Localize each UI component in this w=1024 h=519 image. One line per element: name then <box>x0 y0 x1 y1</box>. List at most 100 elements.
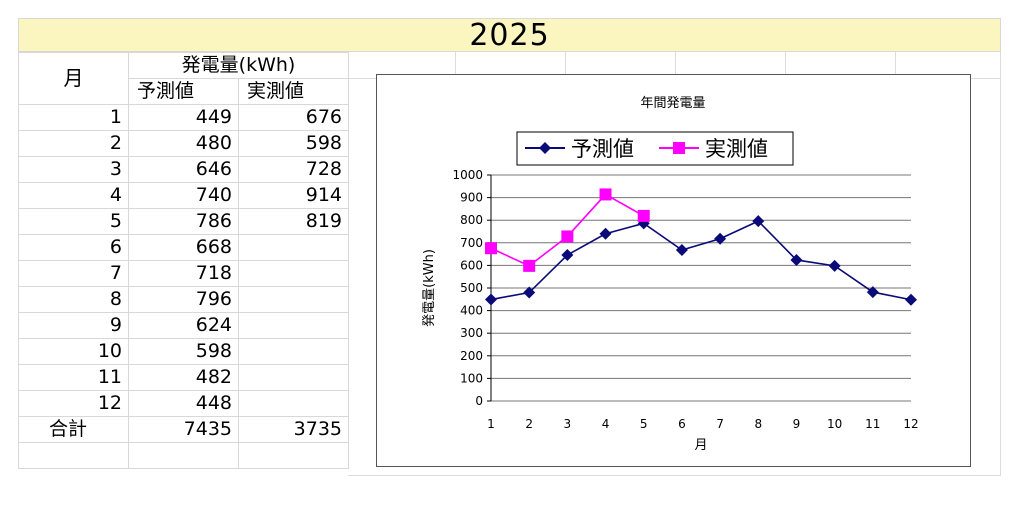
y-tick-label: 100 <box>460 371 483 385</box>
month-cell[interactable]: 3 <box>18 156 129 183</box>
x-tick-label: 3 <box>564 417 572 431</box>
predicted-cell[interactable]: 482 <box>128 364 239 391</box>
point-predicted[interactable] <box>905 293 917 306</box>
point-actual[interactable] <box>599 188 612 201</box>
table-row: 12 448 <box>18 390 349 417</box>
actual-cell[interactable] <box>238 286 349 313</box>
predicted-cell[interactable]: 668 <box>128 234 239 261</box>
month-cell[interactable]: 6 <box>18 234 129 261</box>
y-tick-label: 600 <box>460 258 483 272</box>
predicted-cell[interactable]: 796 <box>128 286 239 313</box>
point-predicted[interactable] <box>790 253 803 266</box>
predicted-cell[interactable]: 480 <box>128 130 239 157</box>
point-actual[interactable] <box>485 242 497 255</box>
point-predicted[interactable] <box>675 244 688 257</box>
legend-marker-actual <box>673 142 685 154</box>
predicted-cell[interactable]: 448 <box>128 390 239 417</box>
x-tick-label: 8 <box>754 417 762 431</box>
spreadsheet: 2025 月 発電量(kWh) 予測値 実測値 1 449 676 2 480 <box>18 18 1002 476</box>
month-cell[interactable]: 2 <box>18 130 129 157</box>
actual-cell[interactable] <box>238 260 349 287</box>
actual-cell[interactable] <box>238 312 349 339</box>
header-month[interactable]: 月 <box>18 52 129 105</box>
table-row: 8 796 <box>18 286 349 313</box>
month-cell[interactable]: 5 <box>18 208 129 235</box>
point-predicted[interactable] <box>714 232 727 245</box>
empty-cell[interactable] <box>238 442 349 469</box>
header-actual[interactable]: 実測値 <box>238 78 349 105</box>
generation-chart[interactable]: 年間発電量 予測値 実測値 0 100 200 300 400 500 600 700 800 9… <box>377 75 970 466</box>
actual-cell[interactable]: 819 <box>238 208 349 235</box>
chart-area[interactable]: 年間発電量 予測値 実測値 0 100 200 300 400 500 600 700 800 9… <box>376 74 971 467</box>
actual-cell[interactable] <box>238 390 349 417</box>
grid-line <box>895 52 896 78</box>
predicted-cell[interactable]: 646 <box>128 156 239 183</box>
point-predicted[interactable] <box>485 293 497 306</box>
actual-cell[interactable] <box>238 234 349 261</box>
y-tick-label: 300 <box>460 326 483 340</box>
point-actual[interactable] <box>637 209 650 222</box>
point-predicted[interactable] <box>828 259 841 272</box>
total-actual[interactable]: 3735 <box>238 416 349 443</box>
month-cell[interactable]: 4 <box>18 182 129 209</box>
table-row: 6 668 <box>18 234 349 261</box>
grid-line <box>455 52 456 78</box>
x-tick-label: 2 <box>525 417 533 431</box>
predicted-cell[interactable]: 718 <box>128 260 239 287</box>
actual-cell[interactable]: 598 <box>238 130 349 157</box>
actual-cell[interactable]: 676 <box>238 104 349 131</box>
month-cell[interactable]: 8 <box>18 286 129 313</box>
y-tick-label: 400 <box>460 304 483 318</box>
x-tick-label: 4 <box>602 417 610 431</box>
table-row: 7 718 <box>18 260 349 287</box>
point-actual[interactable] <box>523 259 536 272</box>
actual-cell[interactable]: 914 <box>238 182 349 209</box>
series-layer <box>485 188 917 306</box>
table-row: 2 480 598 <box>18 130 349 157</box>
month-cell[interactable]: 1 <box>18 104 129 131</box>
series-line-predicted[interactable] <box>490 220 912 301</box>
predicted-cell[interactable]: 624 <box>128 312 239 339</box>
month-cell[interactable]: 10 <box>18 338 129 365</box>
point-actual[interactable] <box>561 230 574 243</box>
x-tick-label: 1 <box>487 417 495 431</box>
point-predicted[interactable] <box>752 215 765 228</box>
empty-row <box>18 442 349 469</box>
legend-marker-predicted <box>539 142 551 154</box>
actual-cell[interactable]: 728 <box>238 156 349 183</box>
point-predicted[interactable] <box>599 227 612 240</box>
x-tick-label: 10 <box>827 417 842 431</box>
x-tick-label: 11 <box>865 417 880 431</box>
total-label[interactable]: 合計 <box>18 416 129 443</box>
x-tick-label: 6 <box>678 417 686 431</box>
predicted-cell[interactable]: 740 <box>128 182 239 209</box>
y-tick-label: 700 <box>460 236 483 250</box>
x-tick-label: 7 <box>716 417 724 431</box>
year-title[interactable]: 2025 <box>18 18 1001 53</box>
point-predicted[interactable] <box>523 286 536 299</box>
month-cell[interactable]: 12 <box>18 390 129 417</box>
x-tick-labels: 1 2 3 4 5 6 7 8 9 10 11 12 <box>487 417 918 431</box>
empty-cell[interactable] <box>128 442 239 469</box>
predicted-cell[interactable]: 449 <box>128 104 239 131</box>
gridlines <box>487 174 911 402</box>
actual-cell[interactable] <box>238 338 349 365</box>
table-row: 10 598 <box>18 338 349 365</box>
total-predicted[interactable]: 7435 <box>128 416 239 443</box>
empty-cell[interactable] <box>18 442 129 469</box>
header-generation[interactable]: 発電量(kWh) <box>128 52 349 79</box>
header-predicted[interactable]: 予測値 <box>128 78 239 105</box>
point-predicted[interactable] <box>866 286 879 299</box>
predicted-cell[interactable]: 598 <box>128 338 239 365</box>
month-cell[interactable]: 9 <box>18 312 129 339</box>
month-cell[interactable]: 7 <box>18 260 129 287</box>
table-row: 9 624 <box>18 312 349 339</box>
grid-line <box>785 52 786 78</box>
table-row: 5 786 819 <box>18 208 349 235</box>
y-tick-label: 1000 <box>452 168 483 182</box>
y-tick-label: 900 <box>460 191 483 205</box>
point-predicted[interactable] <box>561 249 574 262</box>
predicted-cell[interactable]: 786 <box>128 208 239 235</box>
actual-cell[interactable] <box>238 364 349 391</box>
month-cell[interactable]: 11 <box>18 364 129 391</box>
